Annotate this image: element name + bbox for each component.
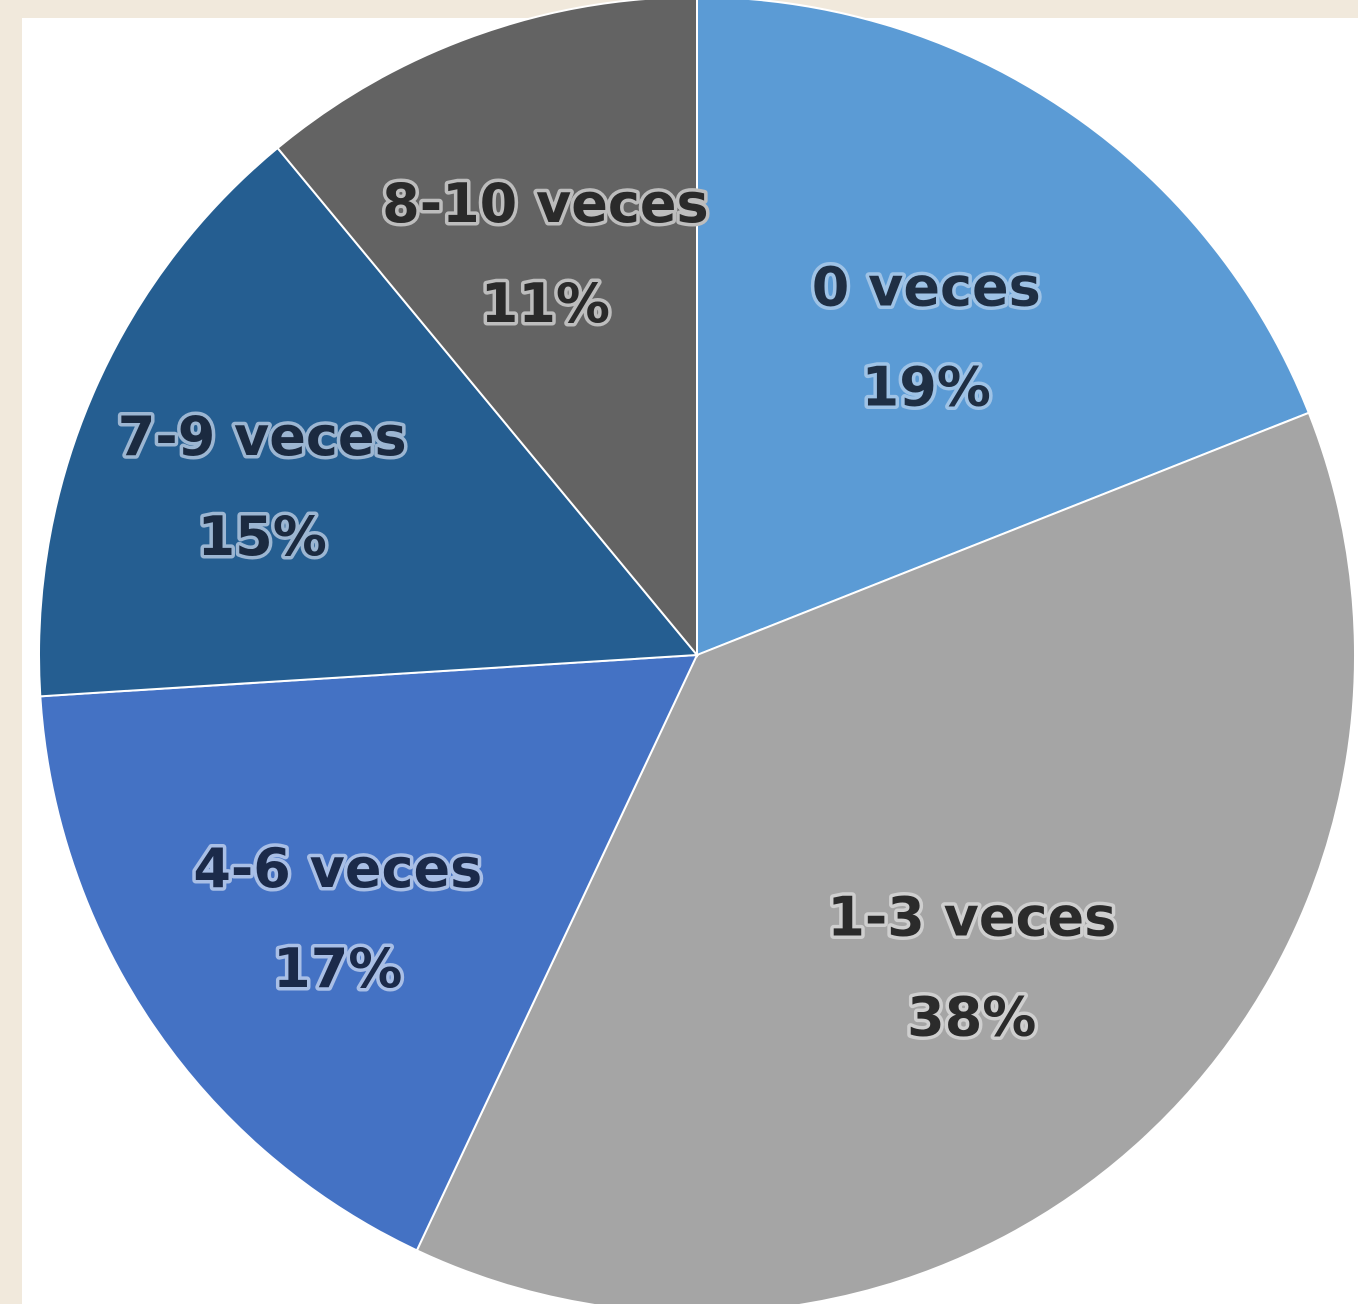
slice-percent-label: 38% <box>907 986 1036 1049</box>
slice-category-label: 4-6 veces <box>193 837 482 900</box>
pie-slices <box>38 0 1356 1304</box>
slice-percent-label: 17% <box>273 937 402 1000</box>
pie-slice <box>38 146 700 698</box>
slice-percent-label: 15% <box>198 505 327 568</box>
slice-percent-label: 19% <box>862 356 991 419</box>
pie-labels: 0 veces 19% 1-3 veces 38% 4-6 veces 17% 7-9 ve… <box>114 169 1120 1053</box>
slice-category-label: 8-10 veces <box>382 172 709 235</box>
slice-category-label: 1-3 veces <box>827 886 1116 949</box>
pie-slice <box>415 411 1356 1304</box>
slice-percent-label: 11% <box>481 272 610 335</box>
pie-slice <box>39 653 699 1252</box>
slice-category-label: 0 veces <box>812 256 1041 319</box>
slice-category-label: 7-9 veces <box>118 405 407 468</box>
pie-slice <box>276 0 698 658</box>
pie-slice <box>696 0 1311 657</box>
